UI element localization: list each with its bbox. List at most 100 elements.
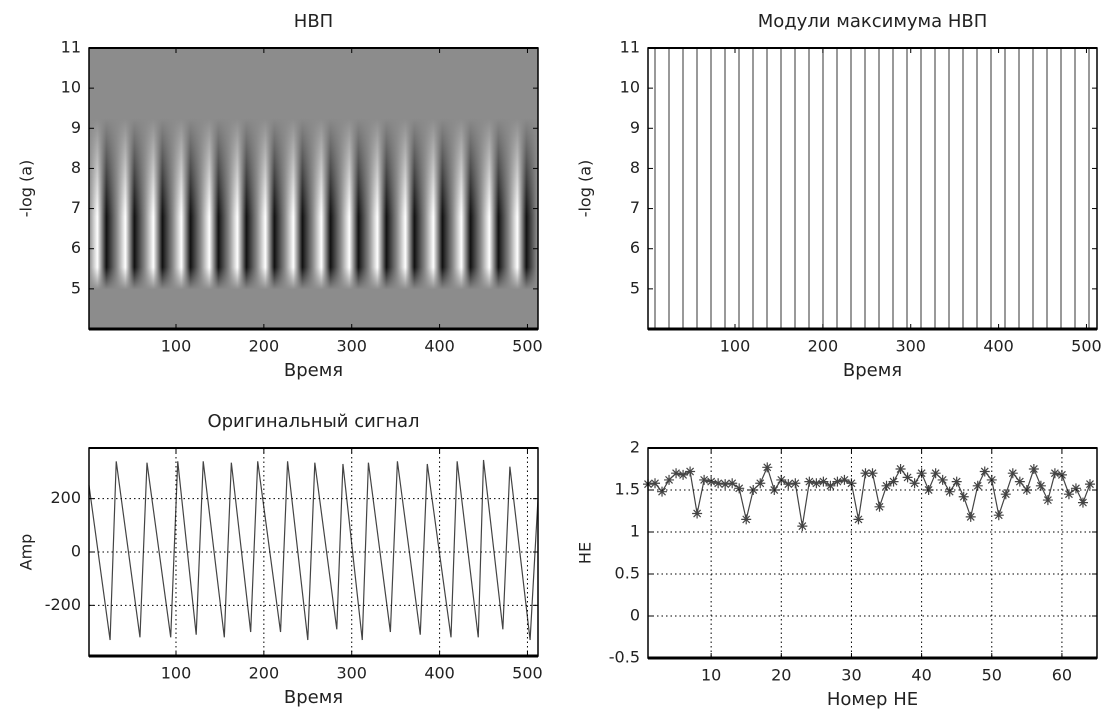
star-marker bbox=[664, 474, 675, 485]
star-marker bbox=[783, 479, 794, 490]
y-tick-label: 11 bbox=[620, 38, 640, 57]
x-tick-label: 200 bbox=[249, 337, 280, 356]
chart-title: НВП bbox=[294, 11, 333, 32]
y-tick-label: 5 bbox=[71, 278, 81, 297]
y-tick-label: 200 bbox=[50, 488, 81, 507]
chart-title: Оригинальный сигнал bbox=[207, 411, 419, 432]
star-marker bbox=[1007, 468, 1018, 479]
star-marker bbox=[825, 480, 836, 491]
y-tick-label: 7 bbox=[630, 198, 640, 217]
star-marker bbox=[1070, 483, 1081, 494]
y-tick-label: 10 bbox=[620, 78, 640, 97]
star-marker bbox=[1063, 489, 1074, 500]
star-marker bbox=[853, 514, 864, 525]
x-tick-label: 100 bbox=[161, 664, 192, 683]
star-marker bbox=[916, 468, 927, 479]
x-axis-label: Время bbox=[284, 360, 343, 381]
star-marker bbox=[1028, 464, 1039, 474]
y-tick-label: 11 bbox=[61, 38, 81, 57]
star-marker bbox=[1084, 479, 1095, 490]
x-tick-label: 30 bbox=[841, 666, 861, 685]
star-marker bbox=[699, 474, 710, 485]
y-tick-label: 2 bbox=[630, 438, 640, 457]
star-marker bbox=[1049, 468, 1060, 479]
star-marker bbox=[734, 483, 745, 494]
y-tick-label: 1 bbox=[630, 522, 640, 541]
y-tick-label: 1.5 bbox=[615, 480, 640, 499]
x-tick-label: 200 bbox=[249, 664, 280, 683]
plot-area bbox=[648, 448, 1097, 658]
star-marker bbox=[867, 468, 878, 479]
star-marker bbox=[685, 466, 696, 477]
x-tick-label: 400 bbox=[424, 664, 455, 683]
star-marker bbox=[790, 478, 801, 489]
star-marker bbox=[811, 478, 822, 489]
y-tick-label: 0 bbox=[630, 606, 640, 625]
x-axis-label: Время bbox=[843, 360, 902, 381]
star-marker bbox=[902, 472, 913, 483]
maxima-lines bbox=[648, 48, 1097, 329]
star-marker bbox=[804, 476, 815, 487]
y-tick-label: 10 bbox=[61, 78, 81, 97]
x-tick-label: 100 bbox=[720, 337, 751, 356]
y-tick-label: 8 bbox=[630, 158, 640, 177]
x-tick-label: 500 bbox=[512, 664, 543, 683]
star-marker bbox=[888, 476, 899, 487]
x-tick-label: 50 bbox=[982, 666, 1002, 685]
y-tick-label: 5 bbox=[630, 278, 640, 297]
x-tick-label: 300 bbox=[336, 664, 367, 683]
star-marker bbox=[1000, 489, 1011, 500]
y-tick-label: 6 bbox=[630, 238, 640, 257]
star-marker bbox=[797, 521, 808, 532]
y-tick-label: -0.5 bbox=[609, 648, 640, 667]
star-marker bbox=[944, 486, 955, 497]
y-axis-label: -log (a) bbox=[576, 160, 595, 218]
star-marker bbox=[846, 478, 857, 489]
star-marker bbox=[692, 508, 703, 519]
y-axis-label: -log (a) bbox=[17, 160, 36, 218]
star-marker bbox=[748, 485, 759, 495]
x-tick-label: 300 bbox=[895, 337, 926, 356]
y-tick-label: 0 bbox=[71, 542, 81, 561]
star-marker bbox=[1056, 469, 1067, 480]
star-marker bbox=[741, 514, 752, 525]
star-marker bbox=[965, 511, 976, 522]
star-marker bbox=[671, 468, 682, 479]
y-tick-label: 8 bbox=[71, 158, 81, 177]
star-marker bbox=[1077, 497, 1088, 508]
star-marker bbox=[979, 466, 990, 477]
star-marker bbox=[972, 480, 983, 491]
star-marker bbox=[650, 478, 661, 489]
x-axis-label: Время bbox=[284, 687, 343, 708]
star-marker bbox=[1042, 495, 1053, 506]
y-tick-label: 7 bbox=[71, 198, 81, 217]
y-tick-label: -200 bbox=[45, 595, 81, 614]
series-line bbox=[88, 459, 539, 641]
x-tick-label: 500 bbox=[1071, 337, 1102, 356]
x-tick-label: 400 bbox=[983, 337, 1014, 356]
star-marker bbox=[1035, 480, 1046, 491]
star-marker bbox=[755, 478, 766, 489]
scalogram-image bbox=[89, 48, 538, 329]
star-marker bbox=[895, 464, 906, 474]
star-marker bbox=[720, 479, 731, 490]
star-marker bbox=[951, 476, 962, 487]
x-tick-label: 100 bbox=[161, 337, 192, 356]
x-tick-label: 300 bbox=[336, 337, 367, 356]
chart-title: Модули максимума НВП bbox=[758, 11, 988, 32]
star-marker bbox=[923, 485, 934, 495]
star-marker bbox=[713, 478, 724, 489]
star-marker bbox=[937, 474, 948, 485]
plot-area bbox=[89, 448, 538, 656]
star-marker bbox=[909, 478, 920, 489]
x-tick-label: 500 bbox=[512, 337, 543, 356]
star-marker bbox=[993, 510, 1004, 521]
y-tick-label: 0.5 bbox=[615, 564, 640, 583]
star-marker bbox=[930, 468, 941, 479]
star-marker bbox=[818, 476, 829, 487]
star-marker bbox=[832, 476, 843, 487]
star-marker bbox=[881, 480, 892, 491]
